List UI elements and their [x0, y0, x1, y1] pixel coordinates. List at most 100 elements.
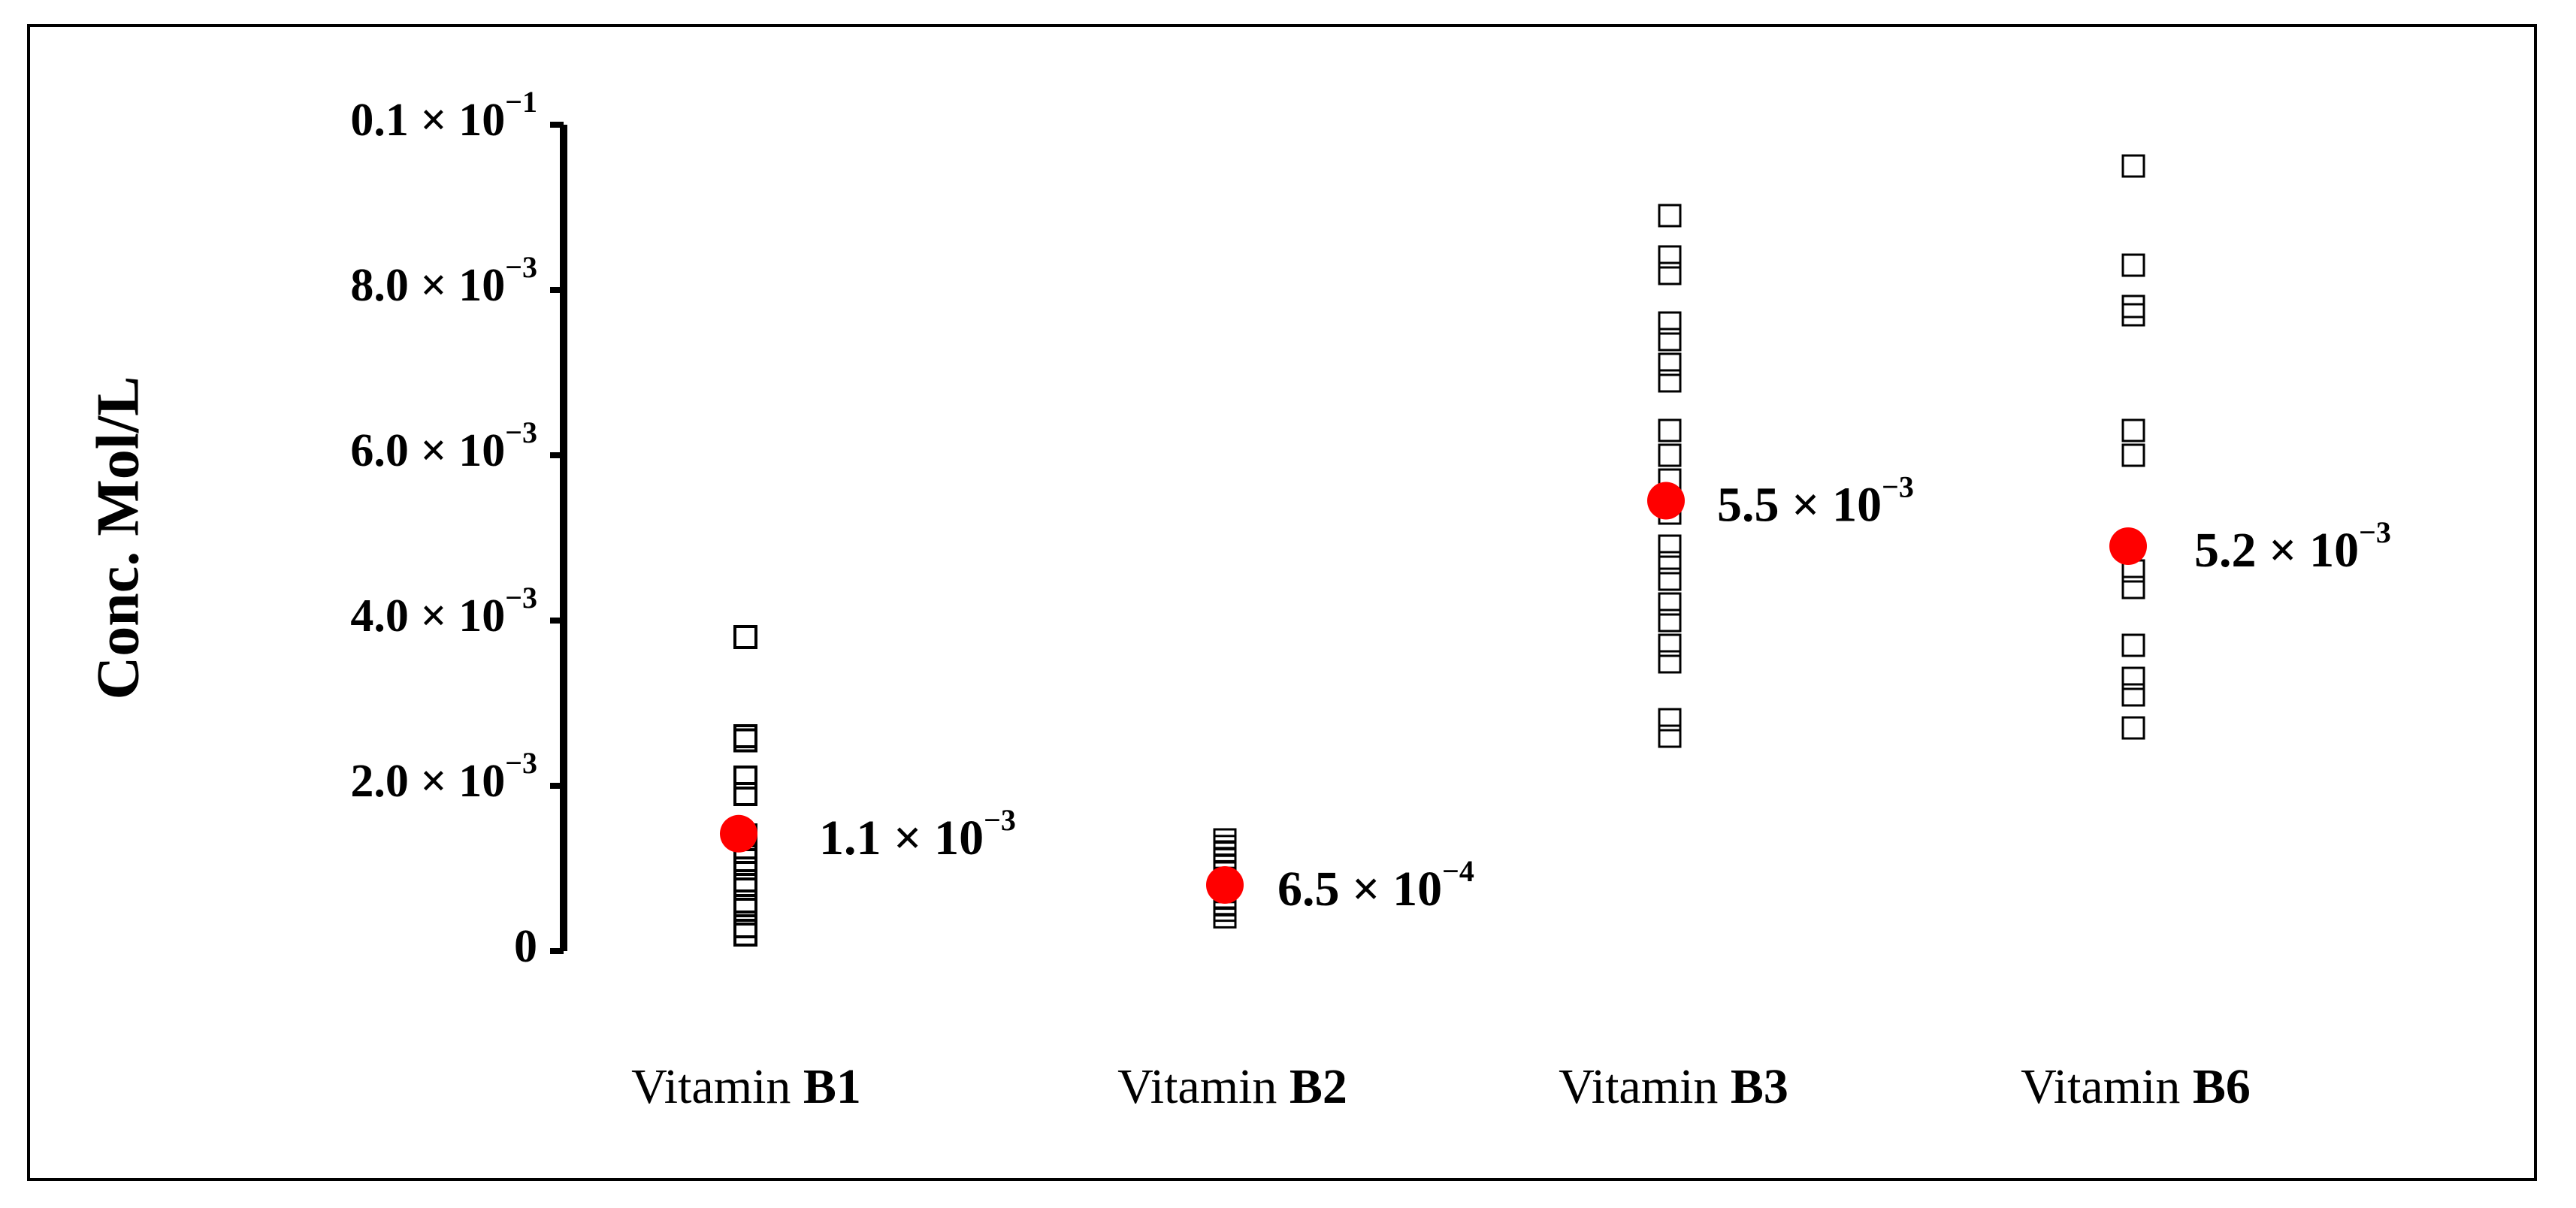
sample-point	[1658, 261, 1682, 285]
category-label: Vitamin B1	[631, 1059, 861, 1114]
mean-value-label: 5.5 × 10−3	[1717, 470, 1914, 533]
mean-value-exponent: −3	[2359, 515, 2391, 549]
y-tick-label: 4.0 × 10−3	[350, 581, 537, 642]
sample-point	[1658, 245, 1682, 269]
mean-value-exponent: −3	[1882, 470, 1914, 504]
sample-point	[1658, 204, 1682, 228]
y-tick-label-exponent: −3	[505, 250, 537, 284]
sample-point	[1658, 650, 1682, 674]
mean-value-exponent: −4	[1442, 854, 1474, 888]
mean-value-base: 10	[2309, 523, 2359, 578]
y-tick-label-mantissa: 6.0	[350, 425, 409, 476]
category-prefix: Vitamin	[631, 1059, 803, 1114]
y-tick-label-mantissa: 8.0	[350, 260, 409, 311]
sample-point	[733, 898, 757, 922]
y-tick-label: 6.0 × 10−3	[350, 415, 537, 476]
sample-point	[2121, 443, 2145, 467]
category-label: Vitamin B3	[1559, 1059, 1788, 1114]
sample-point	[1658, 328, 1682, 352]
y-axis-label: Conc. Mol/L	[85, 376, 151, 699]
sample-point	[2121, 575, 2145, 599]
category-label: Vitamin B6	[2021, 1059, 2251, 1114]
sample-point	[733, 856, 757, 880]
mean-value-times: ×	[1340, 862, 1393, 917]
mean-point	[1206, 866, 1244, 904]
y-tick-label-base: 10	[458, 756, 505, 807]
sample-point	[1658, 443, 1682, 467]
mean-point	[720, 814, 757, 853]
sample-point	[1658, 567, 1682, 591]
sample-point	[1658, 311, 1682, 335]
y-tick-label-times: ×	[409, 260, 458, 311]
mean-value-exponent: −3	[984, 803, 1016, 837]
sample-point	[733, 923, 757, 947]
category-code: B3	[1731, 1059, 1788, 1114]
sample-point	[733, 728, 757, 753]
mean-value-base: 10	[1832, 478, 1882, 533]
sample-point	[2121, 716, 2145, 740]
sample-point	[2121, 666, 2145, 690]
y-tick-label-mantissa: 4.0	[350, 590, 409, 642]
sample-point	[733, 766, 757, 790]
sample-point	[1658, 708, 1682, 732]
mean-value-mantissa: 5.2	[2194, 523, 2257, 578]
category-prefix: Vitamin	[1559, 1059, 1731, 1114]
sample-point	[2121, 154, 2145, 178]
mean-value-times: ×	[881, 811, 935, 865]
y-tick-label-times: ×	[409, 590, 458, 642]
y-tick-label-exponent: −3	[505, 581, 537, 615]
sample-point	[1658, 551, 1682, 575]
sample-point	[1658, 592, 1682, 616]
y-tick-label-mantissa: 0.1	[350, 95, 409, 146]
mean-value-times: ×	[2257, 523, 2310, 578]
sample-point	[733, 848, 757, 872]
sample-point	[1658, 633, 1682, 657]
y-tick-label-base: 10	[458, 590, 505, 642]
y-tick-label: 0	[514, 921, 537, 972]
sample-point	[1658, 534, 1682, 558]
mean-point	[2109, 527, 2147, 565]
mean-value-label: 5.2 × 10−3	[2194, 515, 2391, 578]
mean-value-mantissa: 6.5	[1277, 862, 1340, 917]
chart-frame	[27, 24, 2537, 1181]
y-tick-label-exponent: −3	[505, 415, 537, 449]
y-tick-label: 2.0 × 10−3	[350, 746, 537, 807]
category-prefix: Vitamin	[1117, 1059, 1290, 1114]
sample-point	[1658, 369, 1682, 393]
sample-point	[733, 873, 757, 897]
mean-value-mantissa: 1.1	[819, 811, 881, 865]
sample-point	[1658, 418, 1682, 442]
mean-value-mantissa: 5.5	[1717, 478, 1779, 533]
sample-point	[1658, 609, 1682, 633]
y-tick-label-base: 10	[458, 260, 505, 311]
sample-point	[2121, 303, 2145, 327]
sample-point	[2121, 633, 2145, 657]
y-tick-label-times: ×	[409, 425, 458, 476]
sample-point	[2121, 253, 2145, 277]
y-tick-label-base: 10	[458, 425, 505, 476]
sample-point	[733, 782, 757, 806]
mean-value-times: ×	[1779, 478, 1833, 533]
sample-point	[2121, 418, 2145, 442]
category-code: B2	[1290, 1059, 1347, 1114]
category-prefix: Vitamin	[2021, 1059, 2193, 1114]
mean-value-label: 6.5 × 10−4	[1277, 854, 1474, 917]
sample-point	[2121, 294, 2145, 319]
sample-point	[733, 625, 757, 649]
y-tick-label-exponent: −1	[505, 85, 537, 119]
sample-point	[1658, 352, 1682, 376]
y-tick-label-times: ×	[409, 756, 458, 807]
mean-point	[1647, 482, 1685, 520]
y-tick-label-base: 10	[458, 95, 505, 146]
y-tick-label: 0.1 × 10−1	[350, 85, 537, 146]
mean-value-label: 1.1 × 10−3	[819, 803, 1016, 865]
sample-point	[2121, 683, 2145, 707]
category-code: B6	[2193, 1059, 2251, 1114]
y-tick-label-mantissa: 2.0	[350, 756, 409, 807]
y-tick-label-times: ×	[409, 95, 458, 146]
y-tick-label-exponent: −3	[505, 746, 537, 780]
category-label: Vitamin B2	[1117, 1059, 1347, 1114]
sample-point	[1213, 914, 1237, 929]
category-code: B1	[803, 1059, 861, 1114]
